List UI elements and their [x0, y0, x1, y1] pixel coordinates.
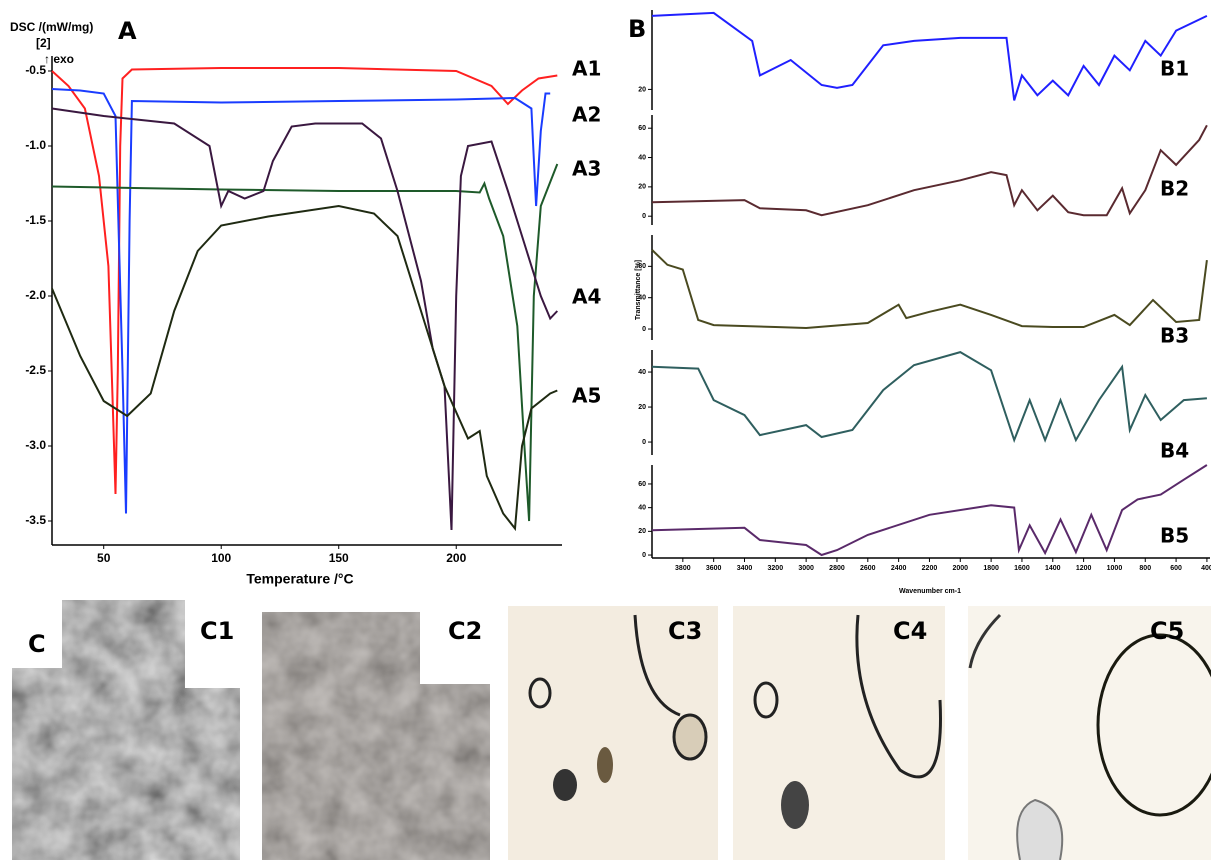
y-axis-label: Transmittance [%] [635, 260, 642, 320]
particle [968, 613, 1002, 669]
image-label: C2 [448, 617, 482, 645]
series-label: B2 [1160, 177, 1189, 201]
series-label: A3 [572, 157, 601, 181]
y-tick-label: 0 [642, 213, 646, 220]
y-tick-label: 40 [638, 295, 646, 302]
cutout [12, 600, 62, 668]
x-tick-label: 150 [329, 551, 349, 565]
y-tick-label: -3.5 [25, 513, 46, 527]
x-tick-label: 3000 [798, 565, 814, 572]
panel-label: A [118, 17, 137, 45]
particle [553, 769, 577, 801]
x-tick-label: 3200 [768, 565, 784, 572]
series-label: A5 [572, 384, 601, 408]
series-line [51, 88, 551, 514]
micrograph [968, 606, 1211, 860]
image-label: C4 [893, 617, 927, 645]
series-line [651, 11, 1208, 101]
x-tick-label: 3800 [675, 565, 691, 572]
series-line [651, 124, 1208, 217]
series-label: B5 [1160, 524, 1189, 548]
series-line [651, 464, 1208, 557]
image-label: C3 [668, 617, 702, 645]
y-tick-label: 0 [642, 552, 646, 559]
x-tick-label: 1000 [1107, 565, 1123, 572]
particle [633, 614, 681, 717]
y-tick-label: 20 [638, 86, 646, 93]
x-tick-label: 1200 [1076, 565, 1092, 572]
particle [528, 677, 552, 709]
cutout [420, 612, 490, 684]
particle [672, 713, 708, 761]
series-line [51, 204, 558, 532]
x-tick-label: 1600 [1014, 565, 1030, 572]
particle [597, 747, 613, 783]
y-tick-label: -1.5 [25, 213, 46, 227]
x-tick-label: 3400 [737, 565, 753, 572]
y-tick-label: 60 [638, 125, 646, 132]
x-tick-label: 2400 [891, 565, 907, 572]
series-label: A2 [572, 103, 601, 127]
y-tick-label: 20 [638, 184, 646, 191]
x-tick-label: 1400 [1045, 565, 1061, 572]
series-line [51, 67, 558, 495]
panel-label: B [628, 15, 646, 43]
image-label: C1 [200, 617, 234, 645]
particle [753, 681, 779, 719]
x-tick-label: 3600 [706, 565, 722, 572]
particle [855, 614, 942, 779]
series-label: B1 [1160, 57, 1189, 81]
y-tick-label: 60 [638, 481, 646, 488]
y-tick-label: -2.5 [25, 363, 46, 377]
annotation: [2] [36, 36, 51, 50]
droplet [1096, 633, 1211, 817]
cutout [185, 600, 240, 688]
y-tick-label: 80 [638, 263, 646, 270]
y-tick-label: 40 [638, 504, 646, 511]
particle [781, 781, 809, 829]
y-tick-label: 20 [638, 404, 646, 411]
x-axis-label: Temperature /°C [246, 571, 353, 587]
series-line [51, 107, 559, 531]
series-label: A1 [572, 57, 601, 81]
x-tick-label: 2000 [952, 565, 968, 572]
y-tick-label: 0 [642, 439, 646, 446]
x-tick-label: 1800 [983, 565, 999, 572]
y-tick-label: 0 [642, 326, 646, 333]
series-label: B3 [1160, 324, 1189, 348]
panel-label: C [28, 630, 46, 658]
y-tick-label: 40 [638, 369, 646, 376]
x-tick-label: 100 [211, 551, 231, 565]
y-tick-label: -0.5 [25, 63, 46, 77]
series-line [651, 249, 1208, 330]
series-label: B4 [1160, 439, 1189, 463]
series-line [51, 163, 559, 522]
x-tick-label: 50 [97, 551, 111, 565]
y-tick-label: -2.0 [25, 288, 46, 302]
x-tick-label: 2600 [860, 565, 876, 572]
x-tick-label: 400 [1201, 565, 1211, 572]
x-axis-label: Wavenumber cm-1 [899, 588, 961, 595]
x-tick-label: 2200 [922, 565, 938, 572]
y-tick-label: -3.0 [25, 438, 46, 452]
series-line [651, 351, 1207, 444]
y-axis-label: DSC /(mW/mg) [10, 20, 93, 34]
annotation: ↑ exo [44, 52, 74, 66]
droplet [1016, 798, 1064, 860]
y-tick-label: -1.0 [25, 138, 46, 152]
y-tick-label: 40 [638, 154, 646, 161]
micrograph [733, 606, 945, 860]
series-label: A4 [572, 285, 601, 309]
x-tick-label: 800 [1139, 565, 1151, 572]
micrographs [12, 600, 1211, 860]
x-tick-label: 600 [1170, 565, 1182, 572]
x-tick-label: 2800 [829, 565, 845, 572]
x-tick-label: 200 [446, 551, 466, 565]
y-tick-label: 20 [638, 528, 646, 535]
image-label: C5 [1150, 617, 1184, 645]
